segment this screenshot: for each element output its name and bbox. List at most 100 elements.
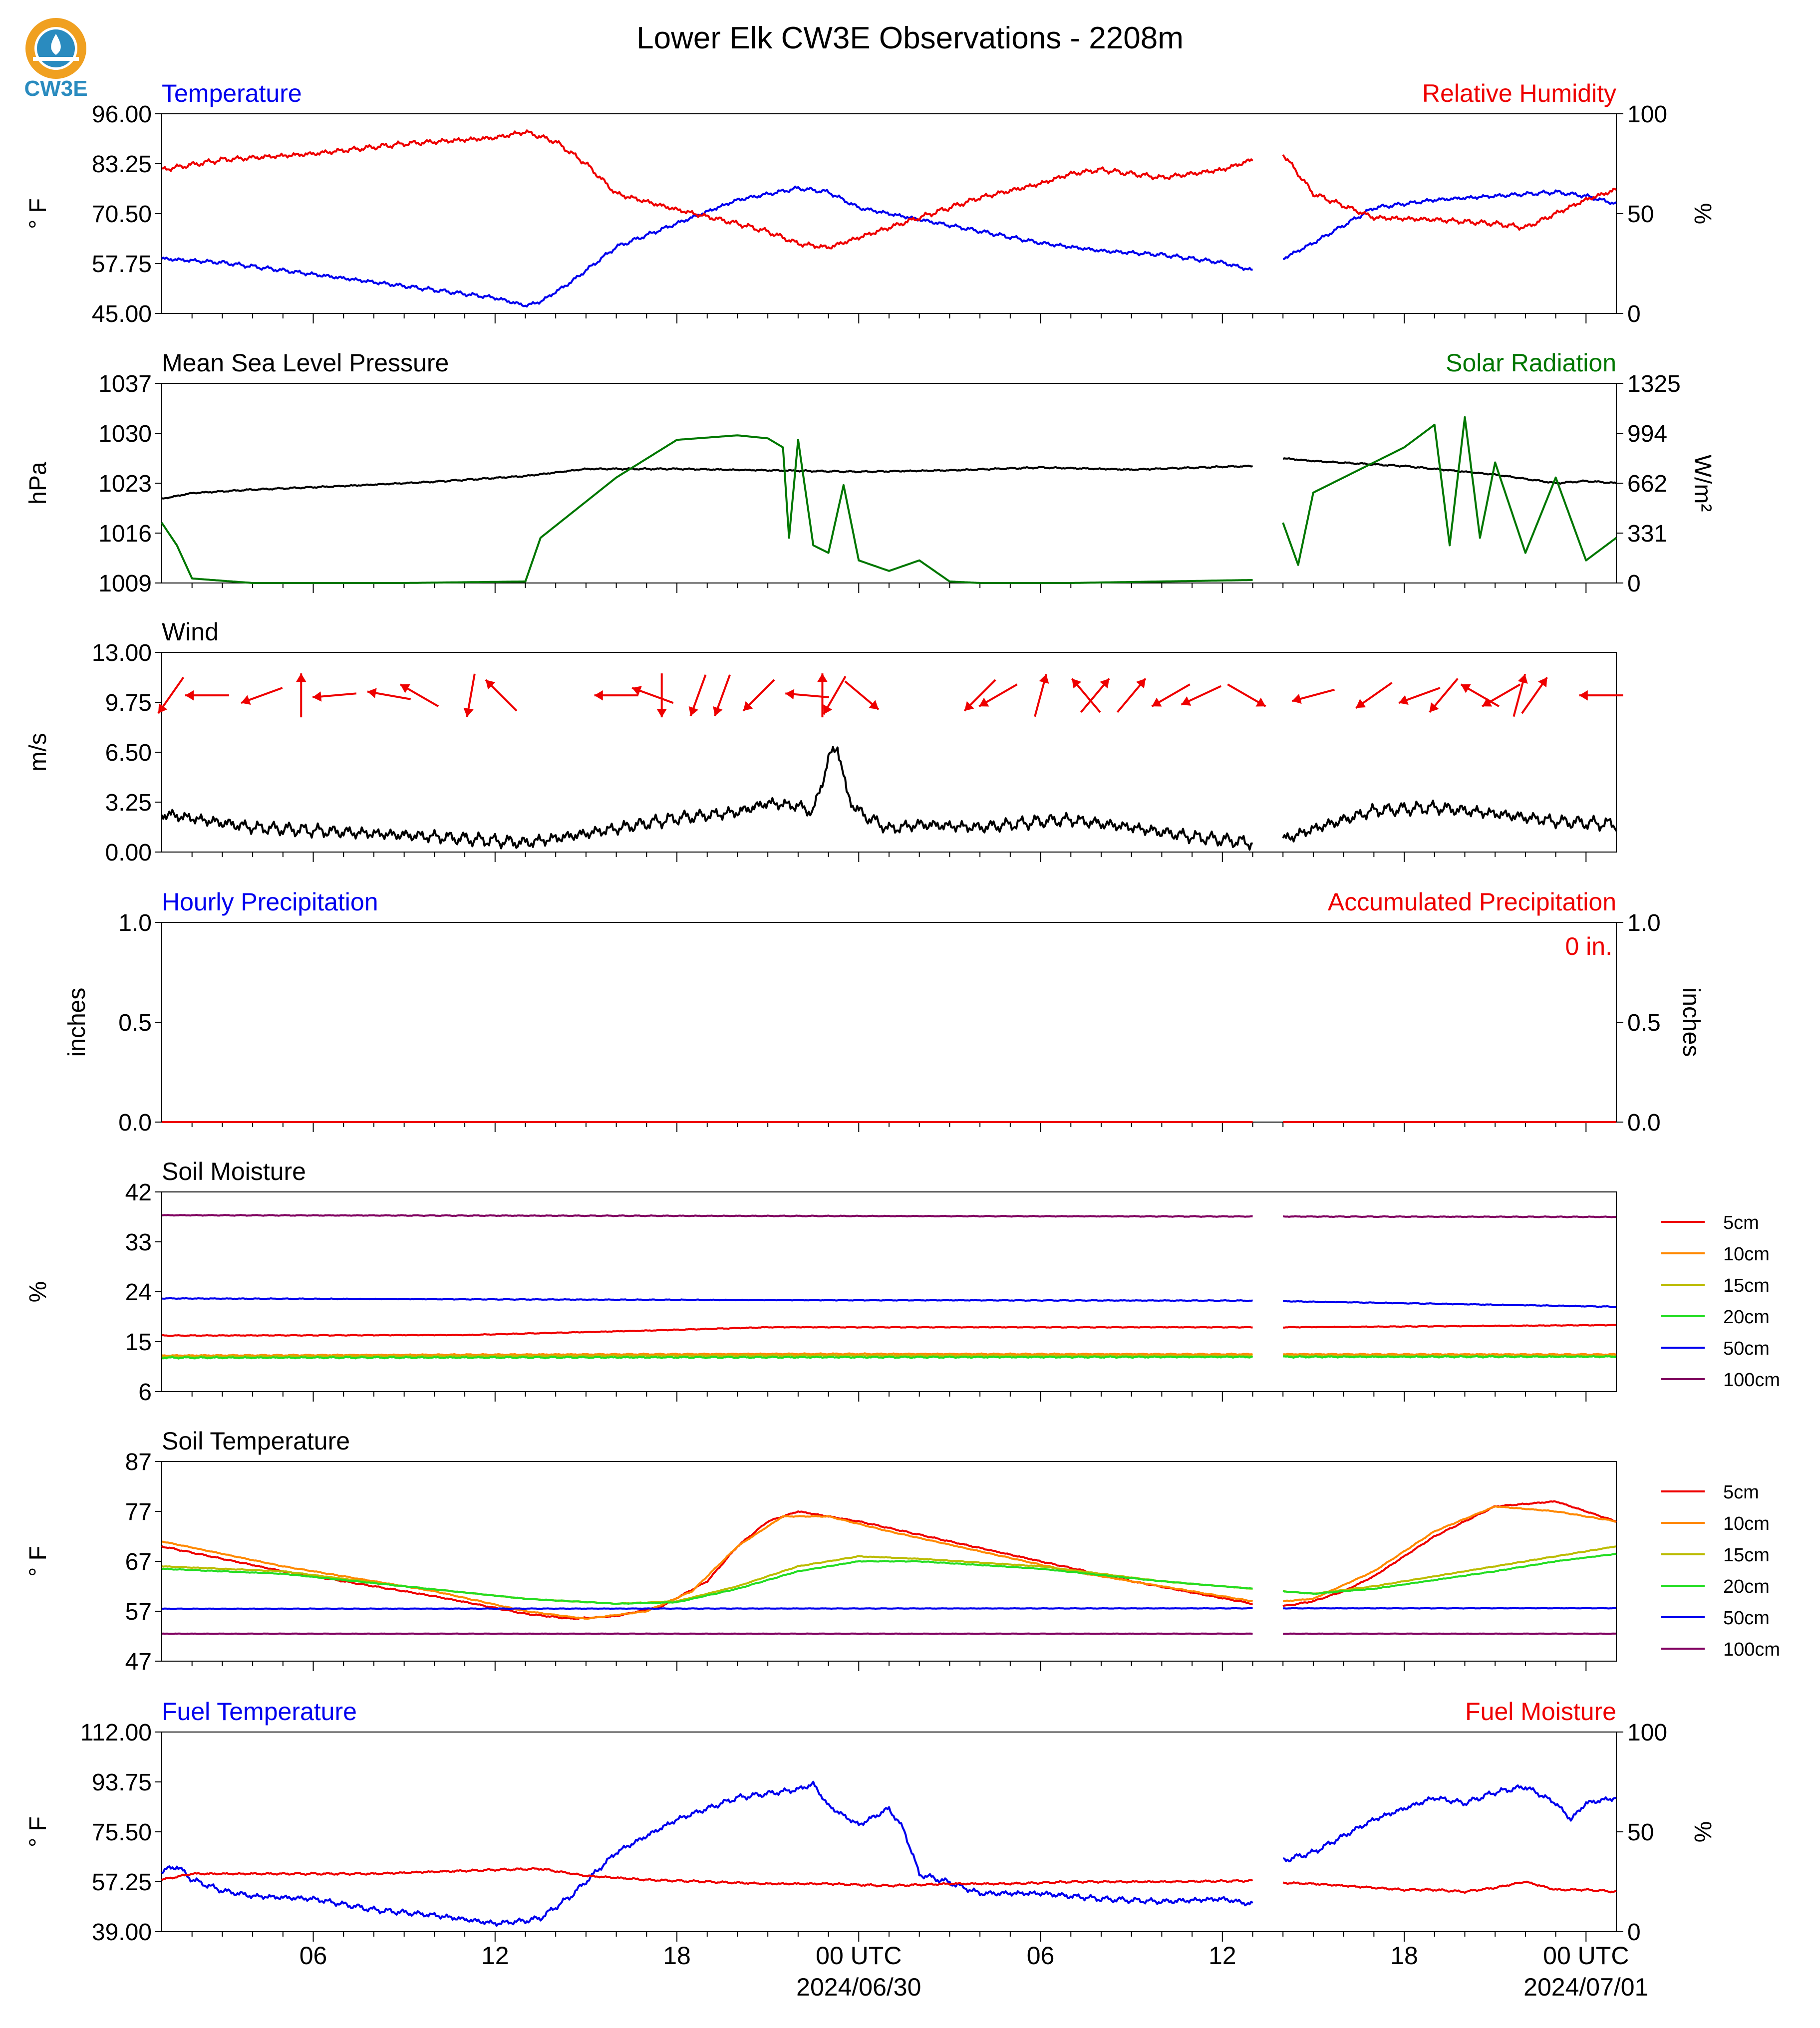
series-line-blue	[161, 185, 1253, 308]
y-axis-label-right: W/m²	[1689, 455, 1716, 512]
legend-label: 5cm	[1723, 1212, 1759, 1233]
x-tick-label: 12	[1209, 1942, 1236, 1970]
panel-4: Soil Moisture 42 33 24 15 6% 5cm 10cm 15cm 20cm 50…	[25, 1158, 1780, 1406]
panel-2: Wind 13.00 9.75 6.50 3.25 0.00 m/s	[25, 618, 1623, 866]
series-line-5cm	[1282, 1500, 1617, 1608]
wind-arrow-head	[817, 673, 828, 682]
wind-arrow-head	[713, 706, 723, 716]
y-tick-label: 57	[125, 1599, 152, 1625]
y-tick-label-right: 50	[1627, 1819, 1654, 1846]
series-line-20cm	[1282, 1552, 1617, 1595]
series-line-100cm	[1282, 1215, 1617, 1218]
series-line-20cm	[1283, 1355, 1617, 1359]
wind-arrow-head	[1292, 694, 1302, 704]
y-tick-label: 13.00	[92, 640, 152, 666]
y-axis-label-right: %	[1689, 203, 1716, 225]
panel-1: Mean Sea Level Pressure Solar Radiation 10…	[25, 349, 1716, 597]
panel-3: Hourly Precipitation Accumulated Precipit…	[64, 888, 1704, 1136]
series-line-10cm	[1283, 1505, 1617, 1602]
wind-arrow-head	[1517, 674, 1528, 684]
series-line-blue	[1283, 189, 1617, 260]
panel-title-left: Hourly Precipitation	[162, 888, 378, 916]
y-tick-label: 83.25	[92, 151, 152, 178]
y-tick-label-right: 0.0	[1627, 1110, 1661, 1136]
y-tick-label: 1030	[98, 421, 152, 447]
legend-label: 15cm	[1723, 1275, 1770, 1296]
y-tick-label-right: 100	[1627, 101, 1667, 128]
series-line-50cm	[1283, 1300, 1617, 1308]
y-tick-label: 1037	[98, 371, 152, 397]
y-tick-label: 57.75	[92, 251, 152, 278]
wind-arrow-head	[312, 691, 322, 702]
wind-arrow-head	[185, 690, 194, 701]
x-tick-label: 18	[1390, 1942, 1418, 1970]
y-tick-label: 47	[125, 1649, 152, 1675]
legend-label: 20cm	[1723, 1576, 1770, 1597]
y-tick-label: 6.50	[105, 740, 152, 766]
panel-title-left: Temperature	[162, 79, 302, 107]
figure-title: Lower Elk CW3E Observations - 2208m	[636, 21, 1184, 55]
wind-arrow-head	[823, 704, 833, 715]
y-tick-label: 75.50	[92, 1819, 152, 1846]
x-tick-label: 00 UTC	[816, 1942, 902, 1970]
wind-arrow-head	[1255, 697, 1266, 707]
y-axis-label: hPa	[25, 462, 51, 505]
wind-arrow-head	[485, 680, 496, 690]
y-tick-label: 15	[125, 1329, 152, 1356]
wind-arrow-head	[296, 673, 306, 682]
wind-arrow-head	[785, 689, 795, 700]
wind-arrow-head	[1579, 690, 1588, 701]
series-line-15cm	[1283, 1545, 1617, 1595]
y-tick-label: 112.00	[80, 1720, 152, 1746]
wind-arrow-head	[979, 697, 989, 707]
logo-text: CW3E	[24, 76, 87, 101]
wind-arrow-head	[367, 688, 377, 698]
panel-title-left: Mean Sea Level Pressure	[162, 349, 449, 377]
y-tick-label: 42	[125, 1179, 152, 1206]
y-tick-label-right: 1325	[1627, 371, 1681, 397]
x-tick-label: 06	[300, 1942, 327, 1970]
y-tick-label-right: 1.0	[1627, 910, 1661, 936]
wind-arrow-head	[1072, 678, 1082, 689]
y-tick-label-right: 331	[1627, 521, 1667, 547]
wind-arrow-head	[1429, 702, 1439, 712]
y-tick-label: 0.00	[105, 840, 152, 866]
y-tick-label-right: 0.5	[1627, 1010, 1661, 1036]
series-line-15cm	[161, 1555, 1253, 1605]
panel-5: Soil Temperature 87 77 67 57 47 ° F 5cm 10cm 15cm…	[25, 1427, 1780, 1675]
wind-arrow-head	[869, 700, 879, 710]
y-tick-label-right: 0	[1627, 571, 1641, 597]
y-tick-label: 57.25	[92, 1869, 152, 1896]
y-tick-label: 70.50	[92, 201, 152, 228]
y-axis-label: inches	[64, 988, 90, 1057]
panel-title-right: Solar Radiation	[1446, 349, 1616, 377]
y-tick-label: 9.75	[105, 690, 152, 716]
legend-label: 5cm	[1723, 1482, 1759, 1503]
series-line-red	[161, 1867, 1253, 1888]
series-line-20cm	[161, 1355, 1253, 1360]
panel-6: Fuel Temperature Fuel Moisture 112.00 93.75…	[25, 1698, 1716, 1946]
panel-title-left: Soil Temperature	[162, 1427, 350, 1455]
y-tick-label: 1009	[98, 571, 152, 597]
series-line-black	[161, 464, 1253, 500]
series-line-50cm	[161, 1607, 1253, 1610]
wind-arrow-head	[158, 703, 168, 714]
wind-arrow-head	[1136, 678, 1146, 689]
x-date-label: 2024/07/01	[1523, 1973, 1648, 2001]
panel-title-right: Relative Humidity	[1422, 79, 1616, 107]
series-line-red	[1282, 154, 1617, 231]
series-line-red	[162, 129, 1253, 250]
y-tick-label: 87	[125, 1449, 152, 1475]
plot-frame	[161, 1191, 1617, 1392]
y-tick-label: 45.00	[92, 301, 152, 327]
y-axis-label: %	[25, 1281, 51, 1303]
series-line-10cm	[1283, 1353, 1617, 1356]
x-tick-label: 12	[481, 1942, 509, 1970]
y-tick-label-right: 50	[1627, 201, 1654, 228]
series-line-5cm	[1283, 1324, 1616, 1329]
series-line-50cm	[161, 1297, 1253, 1302]
logo-wave	[33, 57, 79, 61]
series-line-blue	[1282, 1784, 1617, 1863]
y-tick-label: 96.00	[92, 101, 152, 128]
